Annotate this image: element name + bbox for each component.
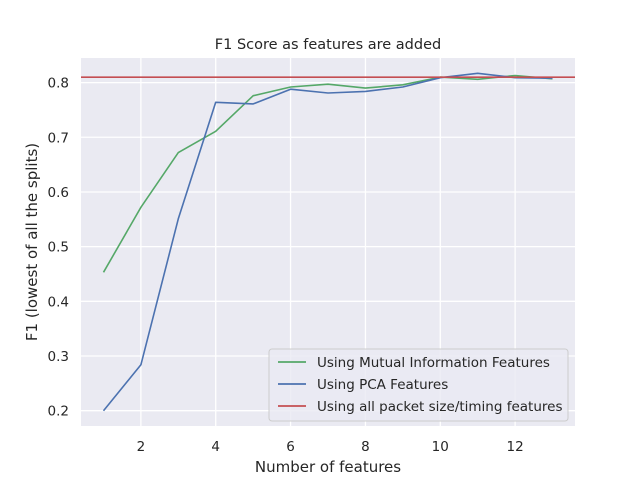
legend-label-2: Using all packet size/timing features [317,399,563,415]
y-tick-label: 0.6 [48,185,69,201]
x-tick-label: 2 [137,439,146,455]
legend: Using Mutual Information Features Using P… [268,348,569,422]
y-axis-label: F1 (lowest of all the splits) [23,143,41,341]
y-tick-label: 0.8 [48,76,69,92]
series-line-1 [102,72,553,412]
y-tick-label: 0.4 [48,294,69,310]
y-tick-labels: 0.2 0.3 0.4 0.5 0.6 0.7 0.8 [48,76,69,420]
series-line-0 [102,74,553,273]
chart-title: F1 Score as features are added [215,37,441,53]
x-tick-label: 4 [211,439,220,455]
x-tick-labels: 2 4 6 8 10 12 [137,439,524,455]
grid [81,58,575,426]
x-tick-label: 10 [432,439,449,455]
x-tick-label: 12 [507,439,524,455]
y-tick-label: 0.5 [48,240,69,256]
y-tick-label: 0.7 [48,130,69,146]
y-tick-label: 0.3 [48,349,69,365]
series-lines [81,72,575,412]
x-tick-label: 6 [286,439,295,455]
legend-label-0: Using Mutual Information Features [317,355,550,371]
y-tick-label: 0.2 [48,404,69,420]
legend-label-1: Using PCA Features [317,377,448,393]
legend-box [268,348,569,422]
x-axis-label: Number of features [255,458,401,476]
x-tick-label: 8 [361,439,370,455]
